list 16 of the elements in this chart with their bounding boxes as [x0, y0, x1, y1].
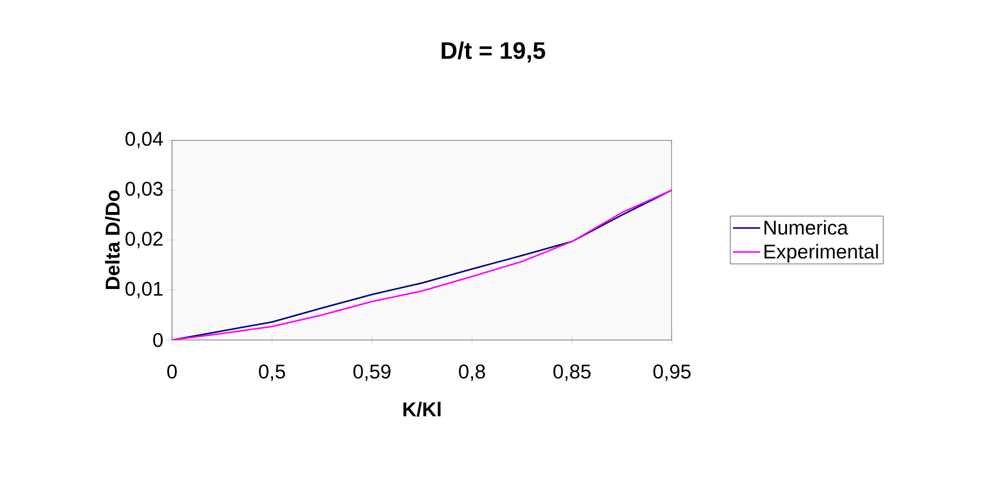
x-tick-label: 0,59: [353, 364, 390, 381]
legend-label: Numerica: [764, 220, 848, 235]
x-tick-label: 0,95: [653, 364, 691, 381]
y-tick-label: 0,04: [125, 132, 163, 148]
y-tick-label: 0,03: [125, 182, 163, 198]
y-tick-label: 0: [153, 332, 163, 348]
x-tick-label: 0,5: [258, 364, 286, 381]
chart-title: D/t = 19,5: [442, 41, 546, 63]
x-tick-label: 0,85: [553, 364, 591, 381]
y-axis-title: Delta D/Do: [105, 190, 120, 290]
x-tick-label: 0,8: [458, 364, 485, 381]
y-tick-label: 0,01: [125, 282, 163, 298]
legend-label: Experimental: [764, 244, 878, 263]
x-axis-title: K/Kl: [403, 402, 441, 417]
x-tick-label: 0: [167, 364, 177, 379]
y-tick-label: 0,02: [125, 232, 162, 248]
